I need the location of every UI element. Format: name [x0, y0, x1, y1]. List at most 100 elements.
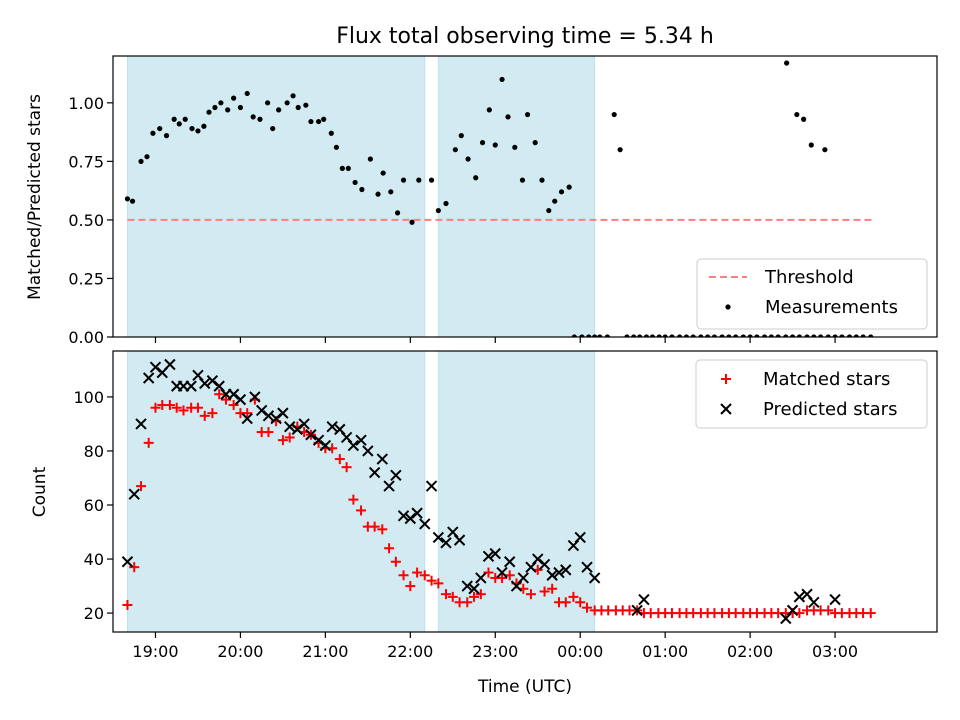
predicted-stars-point: [432, 531, 445, 544]
measurements-point: [711, 334, 718, 337]
predicted-stars-point: [475, 572, 487, 584]
matched-stars-point: [405, 581, 416, 592]
matched-stars-point: [348, 494, 359, 505]
measurements-point: [400, 177, 407, 183]
measurements-point: [150, 130, 156, 136]
x-tick-label: 02:00: [727, 642, 773, 661]
predicted-stars-point: [164, 358, 176, 371]
x-axis-label: Time (UTC): [477, 677, 572, 697]
matched-stars-point: [192, 402, 203, 413]
measurements-point: [579, 334, 585, 337]
predicted-stars-point: [368, 466, 381, 479]
measurements-point: [532, 140, 538, 146]
count-axes: 20 40 60 80 100 19:00 20:00 21:00 22:00 23:00 00:0…: [73, 350, 938, 661]
measurements-point: [637, 334, 643, 337]
matched-stars-point: [560, 597, 571, 608]
measurements-point: [539, 177, 545, 183]
y-tick-label: 1.00: [68, 94, 104, 113]
observing-intervals-bottom: [126, 350, 596, 633]
predicted-stars-point: [128, 488, 140, 500]
legend-predicted-swatch: [720, 403, 732, 415]
measurements-point: [719, 334, 725, 337]
predicted-stars-point: [440, 537, 452, 549]
measurements-point: [546, 207, 552, 214]
predicted-stars-point: [419, 518, 431, 530]
legend-box: [695, 359, 928, 429]
measurements-point: [443, 200, 449, 207]
predicted-stars-point: [482, 550, 495, 563]
measurements-point: [818, 334, 824, 337]
x-tick-label: 23:00: [472, 642, 518, 661]
predicted-stars-point: [461, 580, 473, 592]
axes-frame: [112, 55, 938, 338]
x-tick-label: 03:00: [812, 642, 858, 661]
x-tick-label: 19:00: [132, 642, 178, 661]
predicted-stars-point: [390, 469, 402, 481]
matched-stars-point: [334, 454, 345, 465]
matched-stars-point: [143, 437, 154, 448]
matched-stars-point: [497, 572, 508, 583]
measurements-point: [740, 334, 746, 337]
measurements-point: [761, 334, 768, 337]
measurements-point: [375, 191, 381, 197]
measurements-point: [552, 198, 558, 204]
measurements-point: [237, 104, 244, 111]
measurements-point: [182, 116, 188, 122]
y-tick-label: 40: [84, 550, 104, 569]
measurements-point: [832, 334, 838, 337]
x-tick-label: 21:00: [302, 642, 348, 661]
measurements-point: [747, 334, 753, 337]
measurements-point: [486, 107, 492, 113]
measurements-point: [592, 334, 598, 337]
predicted-stars-point: [319, 439, 332, 452]
measurements-point: [775, 334, 781, 337]
predicted-stars-point: [249, 391, 261, 403]
predicted-stars-point: [376, 453, 388, 465]
predicted-stars-point: [504, 556, 516, 568]
measurements-point: [505, 114, 511, 120]
predicted-stars-point: [574, 531, 586, 544]
matched-stars-point: [568, 591, 579, 602]
matched-stars-point: [150, 402, 161, 413]
y-tick-label: 0.00: [68, 328, 104, 347]
matched-stars-point: [136, 481, 147, 492]
measurements-point: [339, 165, 345, 171]
measurements-point: [586, 334, 592, 337]
chart-title: Flux total observing time = 5.34 h: [336, 24, 714, 49]
predicted-stars-point: [786, 604, 799, 617]
y-tick-label: 0.50: [68, 211, 104, 230]
observing-interval-2: [437, 350, 596, 633]
measurements-point: [212, 104, 218, 111]
measurements-point: [846, 334, 853, 337]
matched-stars-point: [440, 589, 451, 600]
measurements-point: [690, 334, 696, 337]
measurements-point: [201, 123, 207, 129]
measurements-point: [860, 334, 866, 337]
ratio-y-axis-label: Matched/Predicted stars: [25, 94, 45, 300]
matched-stars-point: [164, 400, 175, 411]
predicted-stars-point: [793, 591, 806, 603]
matched-stars-point: [582, 602, 593, 613]
measurements-point: [617, 147, 623, 153]
measurements-point: [705, 334, 711, 337]
measurements-point: [231, 95, 237, 101]
predicted-stars-point: [185, 380, 197, 392]
matched-stars-point: [525, 589, 536, 600]
predicted-stars-point: [383, 480, 395, 492]
measurements-point: [345, 165, 351, 171]
measurements-point: [276, 107, 282, 113]
predicted-stars-point: [355, 434, 367, 446]
matched-stars-point: [178, 405, 189, 416]
predicted-stars-point: [829, 593, 841, 606]
measurements-point: [512, 144, 518, 150]
observing-interval-2: [437, 55, 596, 338]
measurements-point: [359, 186, 365, 193]
matched-stars-point: [277, 435, 288, 446]
measurements-point: [308, 118, 314, 125]
measurements-point: [428, 177, 435, 183]
matched-stars-point: [228, 400, 239, 411]
measurements-point: [435, 207, 441, 214]
measurements-point: [270, 125, 276, 132]
measurements-point: [124, 196, 131, 202]
legend-measurements-label: Measurements: [765, 297, 898, 318]
